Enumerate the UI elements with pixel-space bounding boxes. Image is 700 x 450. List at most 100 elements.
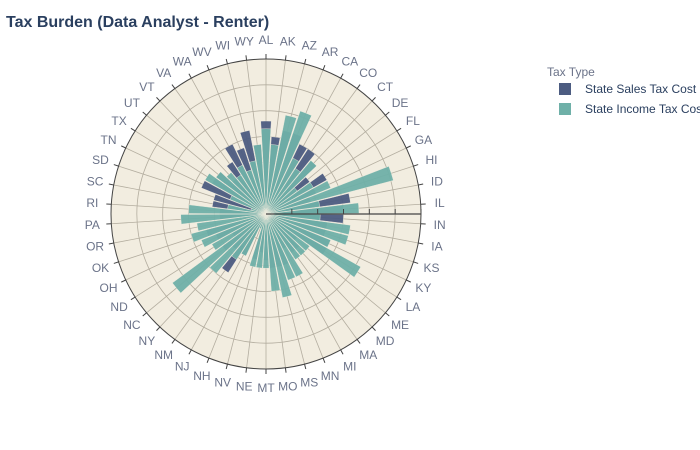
bar-income-ny[interactable] [209, 213, 267, 274]
bar-income-wv[interactable] [246, 169, 267, 215]
bar-income-tx[interactable] [204, 173, 267, 215]
bar-income-ak[interactable] [265, 144, 279, 215]
angular-tick-ga: GA [415, 133, 432, 147]
angular-tick-mark [171, 339, 176, 344]
angular-tick-mark [130, 127, 136, 132]
angular-tick-mark [385, 312, 390, 317]
bar-income-fl[interactable] [265, 182, 314, 215]
angular-tick-mark [356, 84, 361, 89]
angular-tick-mo: MO [278, 380, 297, 394]
angular-tick-vt: VT [139, 80, 155, 94]
bar-income-ca[interactable] [265, 157, 300, 215]
bar-income-vt[interactable] [226, 172, 267, 215]
bar-income-nc[interactable] [172, 213, 267, 294]
angular-tick-mark [304, 58, 307, 64]
bar-income-ia[interactable] [265, 213, 351, 235]
angular-tick-oh: OH [100, 281, 118, 295]
angular-tick-mark [113, 261, 119, 264]
bar-income-co[interactable] [265, 168, 301, 215]
bar-income-ky[interactable] [265, 213, 331, 248]
angular-tick-wv: WV [192, 45, 211, 59]
bar-income-wy[interactable] [253, 144, 267, 215]
bar-income-oh[interactable] [201, 213, 267, 248]
angular-tick-mark [413, 164, 419, 167]
legend: Tax Type State Sales Tax Cost State Income… [547, 65, 700, 116]
bar-income-ga[interactable] [265, 180, 331, 215]
bar-income-de[interactable] [265, 187, 298, 215]
angular-tick-mark [304, 364, 307, 370]
angular-tick-mark [322, 65, 326, 71]
bar-income-nv[interactable] [249, 213, 267, 268]
bar-income-pa[interactable] [180, 213, 267, 225]
angular-tick-ok: OK [92, 261, 109, 275]
bar-income-ms[interactable] [265, 213, 293, 298]
angular-tick-az: AZ [302, 38, 317, 52]
angular-tick-de: DE [392, 96, 409, 110]
bar-income-ar[interactable] [265, 110, 312, 215]
bar-income-id[interactable] [265, 200, 321, 215]
angular-tick-mark [406, 145, 411, 149]
bar-income-ok[interactable] [190, 213, 267, 243]
bar-income-nd[interactable] [211, 213, 267, 251]
bar-income-va[interactable] [236, 174, 267, 215]
angular-tick-mark [188, 73, 192, 79]
bar-income-mo[interactable] [265, 213, 281, 292]
angular-tick-mark [142, 111, 147, 116]
bar-income-wi[interactable] [249, 160, 267, 215]
angular-tick-ak: AK [280, 34, 296, 48]
angular-tick-mark [396, 296, 402, 301]
bar-income-ct[interactable] [265, 160, 317, 215]
angular-tick-nc: NC [123, 318, 141, 332]
legend-label-sales[interactable]: State Sales Tax Cost [585, 82, 697, 96]
bar-income-ut[interactable] [215, 171, 267, 215]
bar-income-wa[interactable] [236, 164, 267, 215]
bar-income-md[interactable] [265, 213, 306, 256]
bar-income-mn[interactable] [265, 213, 296, 281]
bar-income-la[interactable] [265, 213, 362, 278]
angular-tick-ma: MA [359, 348, 377, 362]
bar-income-ne[interactable] [255, 213, 267, 269]
angular-tick-me: ME [391, 318, 409, 332]
bar-income-hi[interactable] [265, 166, 394, 215]
bar-income-mt[interactable] [262, 213, 270, 269]
angular-tick-mark [245, 367, 248, 373]
angular-tick-wi: WI [215, 38, 230, 52]
angular-tick-mark [406, 279, 411, 283]
angular-tick-mark [206, 65, 210, 71]
bar-income-nm[interactable] [231, 213, 267, 260]
angular-tick-la: LA [406, 300, 421, 314]
angular-tick-fl: FL [406, 114, 420, 128]
angular-tick-mark [142, 312, 147, 317]
bar-income-az[interactable] [265, 114, 297, 215]
angular-tick-mark [371, 97, 376, 102]
bar-income-me[interactable] [265, 213, 310, 252]
angular-tick-mark [340, 73, 344, 79]
angular-tick-ri: RI [86, 196, 98, 210]
legend-swatch-income[interactable] [559, 103, 571, 115]
angular-tick-mark [156, 97, 161, 102]
angular-tick-ny: NY [139, 334, 156, 348]
bar-income-mi[interactable] [265, 213, 304, 278]
angular-tick-sc: SC [87, 174, 104, 188]
angular-tick-ne: NE [236, 380, 253, 394]
angular-tick-mi: MI [343, 359, 356, 373]
bar-income-nj[interactable] [241, 213, 267, 257]
angular-tick-id: ID [431, 174, 443, 188]
angular-tick-mark [284, 55, 287, 61]
legend-label-income[interactable]: State Income Tax Cost [585, 102, 700, 116]
bar-income-al[interactable] [260, 128, 272, 215]
angular-tick-ms: MS [300, 376, 318, 390]
legend-swatch-sales[interactable] [559, 83, 571, 95]
angular-tick-nm: NM [154, 348, 173, 362]
angular-tick-va: VA [156, 66, 171, 80]
bar-income-ri[interactable] [188, 204, 267, 215]
bar-income-tn[interactable] [229, 195, 267, 215]
angular-tick-mark [171, 84, 176, 89]
bar-income-ma[interactable] [265, 213, 301, 260]
angular-tick-sd: SD [92, 153, 109, 167]
bar-income-ks[interactable] [265, 213, 349, 246]
bar-income-or[interactable] [196, 213, 267, 232]
angular-tick-nh: NH [193, 369, 210, 383]
